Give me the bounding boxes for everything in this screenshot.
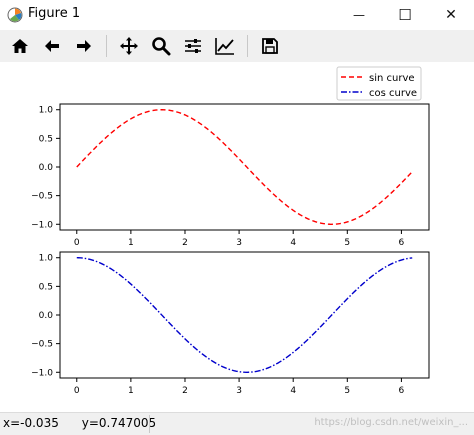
axes-cos-ticks: 0 1 2 3 4 5 6 1.0 0.5 0.0 −0.5 −1.0	[31, 254, 404, 396]
y-tick-label: 1.0	[39, 106, 54, 116]
y-tick-label: 0.0	[39, 311, 54, 321]
y-tick-label: −0.5	[31, 340, 53, 350]
configure-subplots-icon	[185, 39, 201, 53]
x-tick-label: 6	[399, 238, 405, 248]
status-bar: x=-0.035 y=0.747005 https://blog.csdn.ne…	[0, 412, 474, 435]
x-tick-label: 3	[236, 386, 242, 396]
close-icon: ✕	[445, 7, 457, 23]
navigation-toolbar	[0, 30, 474, 63]
y-tick-label: 1.0	[39, 254, 54, 264]
x-tick-label: 4	[290, 238, 296, 248]
axes-sin-ticks: 0 1 2 3 4 5 6 1.0 0.5 0.0 −0.5 −1.0	[31, 106, 404, 248]
axes-cos-frame	[59, 251, 430, 379]
x-tick-label: 0	[74, 238, 80, 248]
pan-button[interactable]	[117, 34, 141, 58]
window-title: Figure 1	[28, 6, 81, 21]
axes-sin: 0 1 2 3 4 5 6 1.0 0.5 0.0 −0.5 −1.0	[31, 103, 430, 248]
forward-arrow-icon	[77, 40, 91, 52]
y-tick-label: −0.5	[31, 192, 53, 202]
x-tick-label: 4	[290, 386, 296, 396]
home-icon	[12, 39, 28, 53]
axes-cos: 0 1 2 3 4 5 6 1.0 0.5 0.0 −0.5 −1.0	[31, 251, 430, 396]
y-tick-label: −1.0	[31, 368, 53, 378]
save-button[interactable]	[258, 34, 282, 58]
back-button[interactable]	[40, 34, 64, 58]
legend-cos-label: cos curve	[369, 88, 417, 99]
matplotlib-app-icon	[7, 7, 23, 23]
x-tick-label: 0	[74, 386, 80, 396]
cos-curve-line	[76, 257, 413, 373]
x-tick-label: 5	[344, 238, 350, 248]
legend: sin curve cos curve	[336, 66, 422, 101]
maximize-button[interactable]: ☐	[382, 0, 428, 30]
x-tick-label: 2	[182, 238, 188, 248]
forward-button[interactable]	[72, 34, 96, 58]
maximize-icon: ☐	[398, 6, 412, 24]
status-separator	[149, 415, 150, 433]
x-tick-label: 3	[236, 238, 242, 248]
y-tick-label: 0.0	[39, 163, 54, 173]
x-tick-label: 1	[128, 386, 134, 396]
zoom-icon	[152, 37, 171, 56]
minimize-icon: —	[353, 8, 365, 22]
home-button[interactable]	[8, 34, 32, 58]
edit-axes-icon	[215, 38, 234, 55]
x-tick-label: 5	[344, 386, 350, 396]
figure-svg: sin curve cos curve 0 1 2 3 4 5 6 1.0 0.5 0.0 −0.5…	[31, 66, 430, 396]
zoom-button[interactable]	[149, 34, 173, 58]
back-arrow-icon	[45, 40, 59, 52]
title-bar: Figure 1 — ☐ ✕	[0, 0, 474, 30]
pan-icon	[120, 37, 138, 55]
x-tick-label: 1	[128, 238, 134, 248]
sin-curve-line	[76, 109, 413, 225]
figure-canvas[interactable]: sin curve cos curve 0 1 2 3 4 5 6 1.0 0.5 0.0 −0.5…	[0, 62, 474, 412]
y-tick-label: 0.5	[39, 282, 53, 292]
configure-subplots-button[interactable]	[181, 34, 205, 58]
y-tick-label: −1.0	[31, 220, 53, 230]
watermark-text: https://blog.csdn.net/weixin_...	[314, 417, 468, 428]
x-tick-label: 2	[182, 386, 188, 396]
x-tick-label: 6	[399, 386, 405, 396]
save-icon	[262, 38, 278, 54]
toolbar-separator	[106, 35, 107, 57]
y-tick-label: 0.5	[39, 134, 53, 144]
cursor-coordinates: x=-0.035 y=0.747005	[3, 416, 157, 430]
edit-axes-button[interactable]	[213, 34, 237, 58]
minimize-button[interactable]: —	[336, 0, 382, 30]
close-button[interactable]: ✕	[428, 0, 474, 30]
axes-sin-frame	[59, 103, 430, 231]
toolbar-separator	[247, 35, 248, 57]
legend-sin-label: sin curve	[369, 73, 415, 84]
